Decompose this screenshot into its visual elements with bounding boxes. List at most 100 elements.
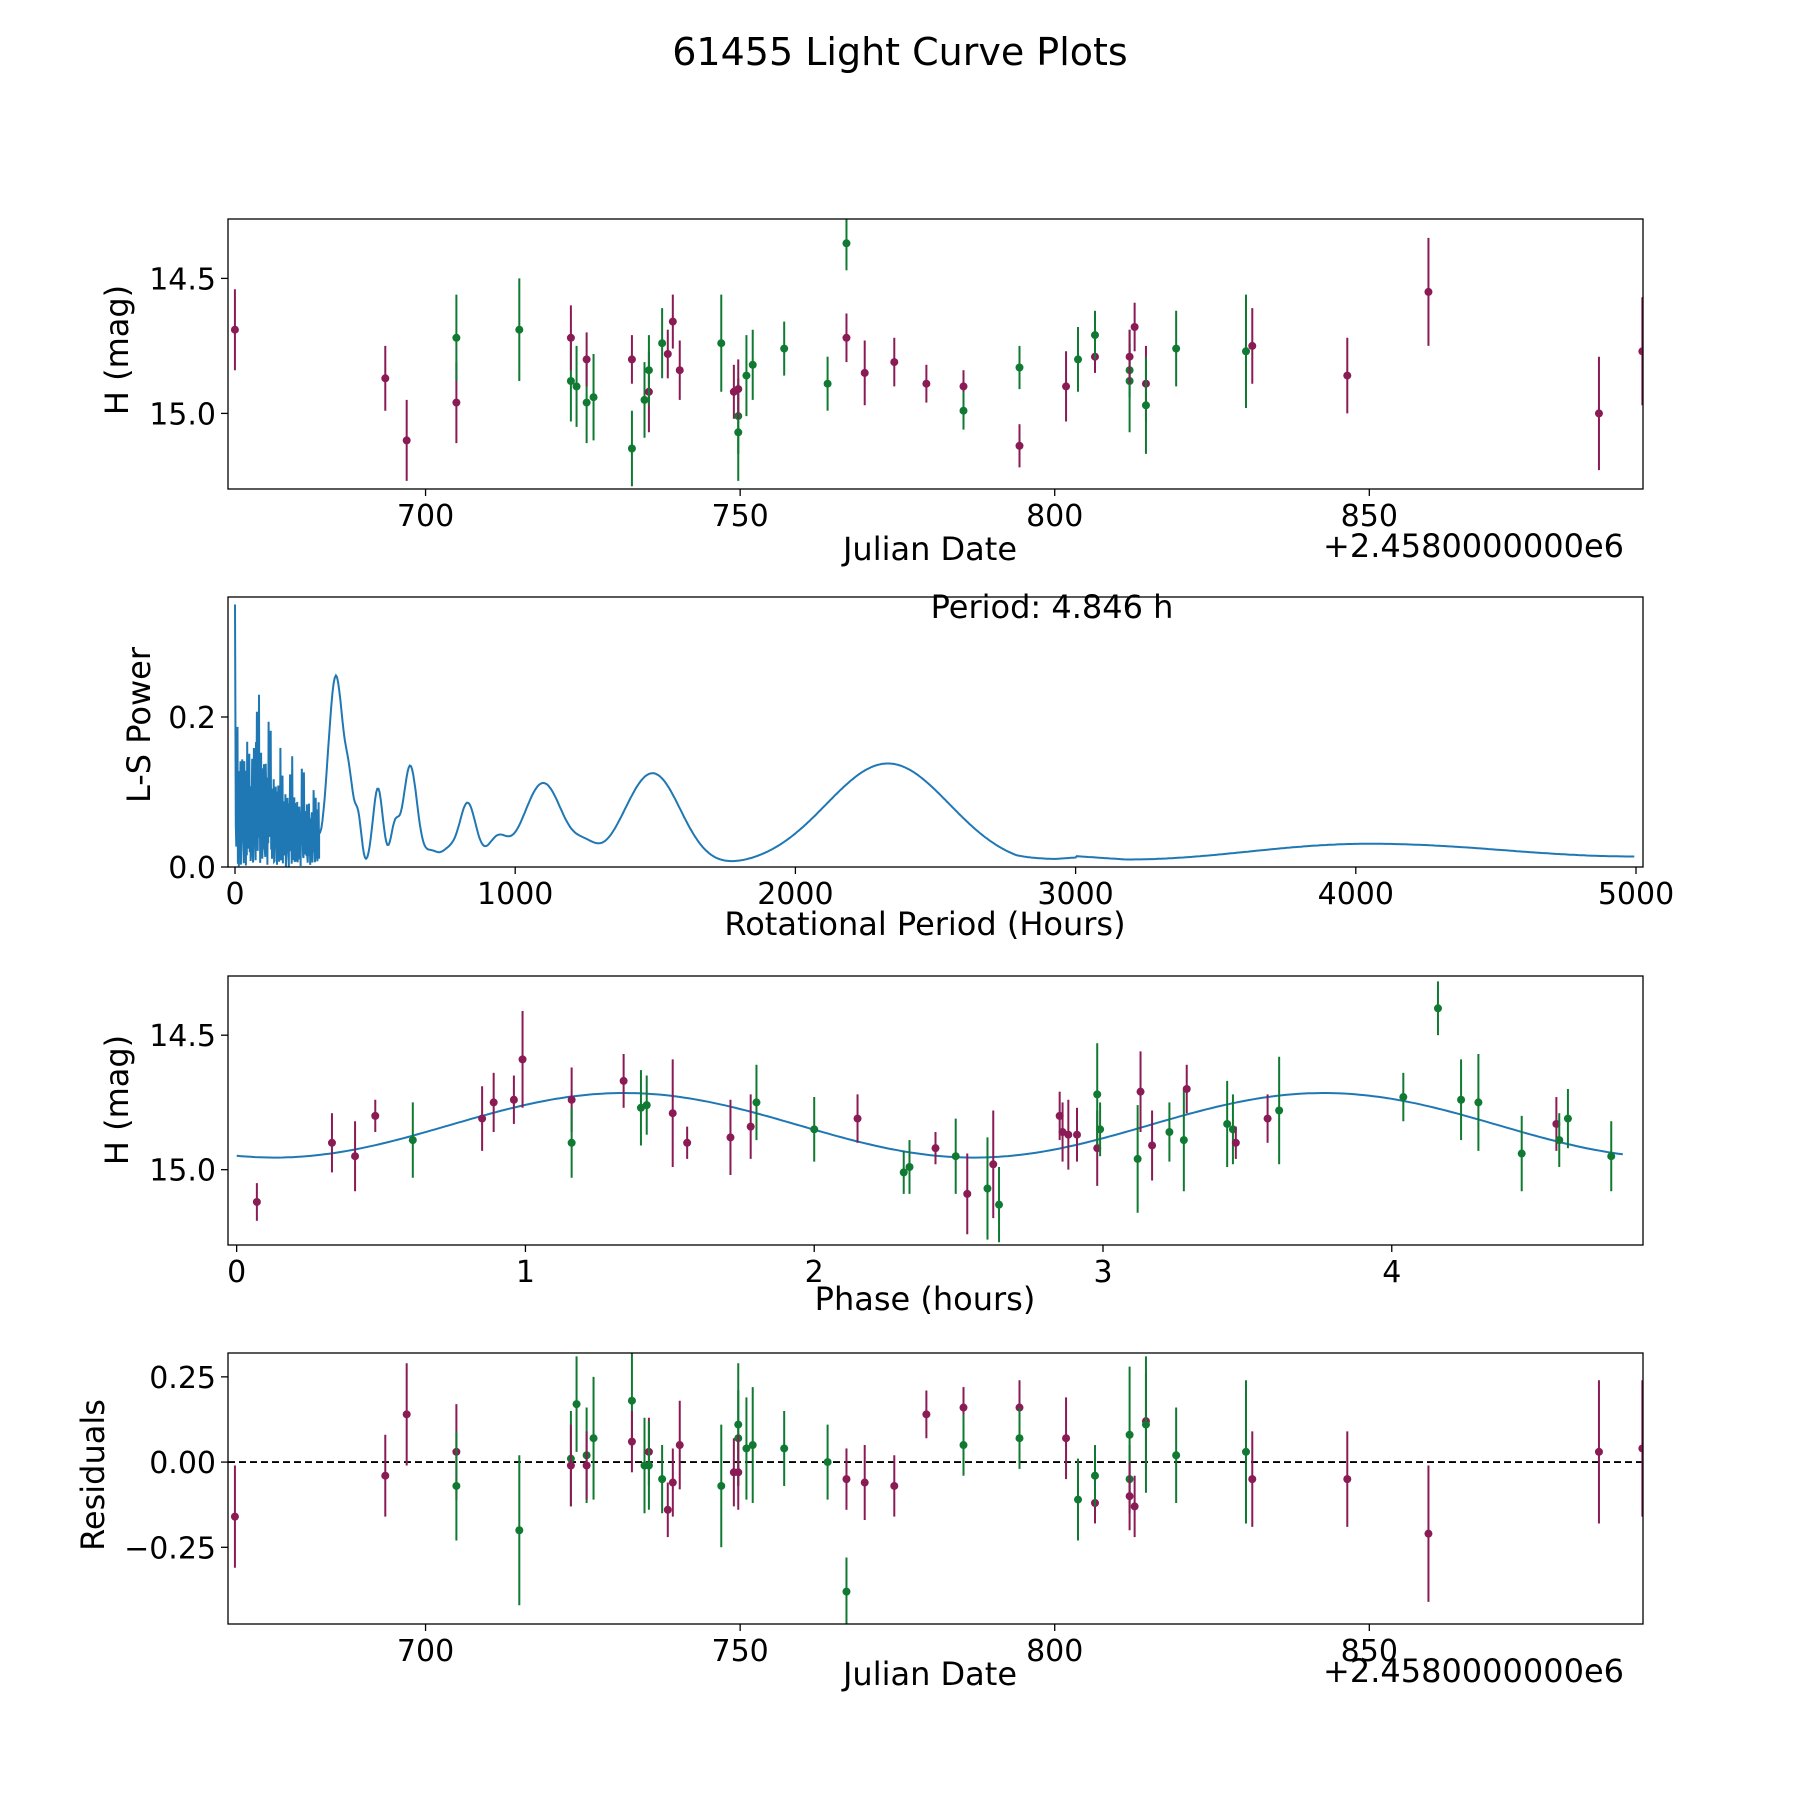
data-point xyxy=(402,399,411,481)
data-point xyxy=(748,329,757,400)
data-point xyxy=(1172,1407,1181,1503)
data-point xyxy=(589,1376,598,1500)
data-marker xyxy=(658,339,667,348)
data-marker xyxy=(989,1160,998,1169)
data-point xyxy=(1133,1105,1142,1213)
data-marker xyxy=(351,1152,360,1161)
data-point xyxy=(717,294,726,392)
data-point xyxy=(1015,345,1024,390)
data-point xyxy=(668,1059,677,1167)
data-point xyxy=(644,1421,653,1510)
phase-xlabel: Phase (hours) xyxy=(815,1280,1036,1318)
data-marker xyxy=(1594,409,1603,418)
data-marker xyxy=(1433,1004,1442,1013)
residuals-plot-area xyxy=(228,1353,1643,1624)
periodogram-ylabel: L-S Power xyxy=(120,646,158,803)
data-point xyxy=(327,1113,336,1173)
data-marker xyxy=(327,1138,336,1147)
data-point xyxy=(351,1121,360,1192)
data-marker xyxy=(452,333,461,342)
x-tick-label: 750 xyxy=(712,499,769,534)
periodogram-panel: Period: 4.846 h Rotational Period (Hours… xyxy=(120,588,1674,943)
x-tick-label: 2000 xyxy=(757,877,833,912)
x-tick-label: 0 xyxy=(227,1255,246,1290)
data-marker xyxy=(853,1114,862,1123)
data-marker xyxy=(823,379,832,388)
data-marker xyxy=(515,1526,524,1535)
data-point xyxy=(371,1099,380,1133)
data-marker xyxy=(931,1144,940,1153)
data-marker xyxy=(1133,1154,1142,1163)
data-point xyxy=(408,1102,417,1178)
data-marker xyxy=(842,333,851,342)
data-point xyxy=(1062,1397,1071,1480)
data-marker xyxy=(1141,1420,1150,1429)
data-point xyxy=(572,345,581,427)
data-marker xyxy=(1096,1125,1105,1134)
data-point xyxy=(890,337,899,387)
data-marker xyxy=(1231,1138,1240,1147)
data-point xyxy=(1165,1102,1174,1162)
data-point xyxy=(989,1110,998,1219)
data-marker xyxy=(589,1434,598,1443)
data-point xyxy=(1517,1115,1526,1192)
data-point xyxy=(899,1150,908,1194)
data-point xyxy=(627,1410,636,1473)
x-tick-label: 800 xyxy=(1026,499,1083,534)
data-marker xyxy=(668,317,677,326)
data-point xyxy=(1223,1080,1232,1167)
data-marker xyxy=(1125,352,1134,361)
data-point xyxy=(726,1099,735,1176)
data-marker xyxy=(1424,1529,1433,1538)
y-tick-label: 14.5 xyxy=(149,262,216,297)
data-marker xyxy=(566,377,575,385)
data-point xyxy=(658,308,667,379)
data-marker xyxy=(1130,1502,1139,1511)
data-marker xyxy=(890,358,899,367)
data-point xyxy=(1433,981,1442,1036)
data-point xyxy=(452,1431,461,1541)
data-point xyxy=(780,321,789,376)
data-marker xyxy=(752,1098,761,1107)
data-marker xyxy=(567,1138,576,1147)
data-marker xyxy=(890,1481,899,1490)
data-point xyxy=(1125,329,1134,384)
data-marker xyxy=(1607,1152,1616,1161)
data-point xyxy=(1172,310,1181,387)
light-curve-frame xyxy=(227,218,1644,490)
data-point xyxy=(860,340,869,406)
x-tick-label: 800 xyxy=(1026,1634,1083,1669)
x-tick-label: 3 xyxy=(1093,1255,1112,1290)
data-marker xyxy=(1555,1136,1564,1145)
y-tick-label: 0.25 xyxy=(149,1361,216,1396)
data-point xyxy=(963,1153,972,1235)
data-point xyxy=(1073,1107,1081,1162)
data-marker xyxy=(371,1111,380,1120)
data-marker xyxy=(1074,355,1083,364)
data-marker xyxy=(566,1461,575,1470)
data-marker xyxy=(627,355,636,364)
data-point xyxy=(842,219,851,271)
x-tick-label: 850 xyxy=(1341,499,1398,534)
data-marker xyxy=(748,360,757,369)
data-point xyxy=(589,354,598,441)
data-marker xyxy=(734,1468,743,1477)
data-marker xyxy=(381,1471,390,1480)
periodogram-xlabel: Rotational Period (Hours) xyxy=(724,905,1125,943)
data-point xyxy=(717,1424,726,1548)
data-marker xyxy=(1165,1128,1174,1137)
data-point xyxy=(1074,1458,1083,1541)
data-marker xyxy=(408,1136,417,1145)
data-marker xyxy=(1474,1098,1483,1107)
data-marker xyxy=(842,239,851,248)
data-point xyxy=(675,1400,684,1490)
data-point xyxy=(668,1448,677,1517)
data-point xyxy=(742,335,751,417)
data-marker xyxy=(1136,1087,1145,1096)
data-marker xyxy=(717,339,726,348)
data-point xyxy=(1241,1380,1250,1524)
data-marker xyxy=(572,382,581,391)
data-point xyxy=(1424,237,1433,346)
data-marker xyxy=(780,344,789,353)
data-point xyxy=(823,356,832,411)
